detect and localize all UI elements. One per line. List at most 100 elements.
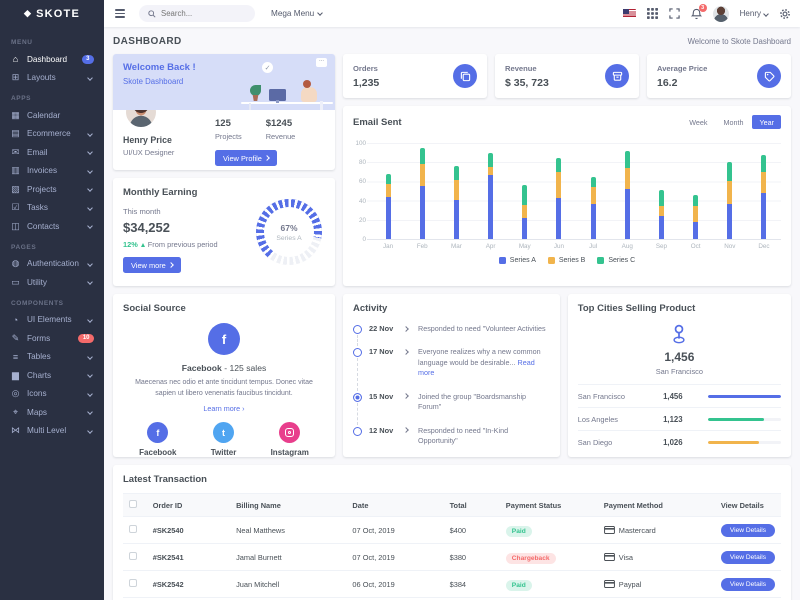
x-tick-label: Jun — [553, 243, 565, 250]
sidebar-item-forms[interactable]: ✎ Forms 10 — [0, 329, 104, 348]
bar-segment-series-a — [590, 204, 596, 239]
city-progress-bar — [707, 394, 781, 398]
top-city-value: 1,456 — [664, 350, 695, 364]
sidebar-item-tasks[interactable]: ☑ Tasks — [0, 199, 104, 218]
bar-segment-series-b — [453, 180, 459, 200]
chevron-down-icon — [87, 279, 93, 286]
chart-column — [508, 143, 542, 239]
activity-item: 15 Nov Joined the group "Boardsmanship F… — [353, 392, 550, 426]
search-input[interactable] — [161, 9, 241, 18]
sidebar-item-icons[interactable]: ◎ Icons — [0, 385, 104, 404]
bar-segment-series-a — [727, 204, 733, 239]
chevron-down-icon — [87, 149, 93, 156]
social-item-facebook[interactable]: f Facebook 125 sales — [139, 422, 177, 457]
sidebar-item-maps[interactable]: ⌖ Maps — [0, 403, 104, 422]
bar-segment-series-c — [488, 152, 494, 168]
sidebar-item-invoices[interactable]: ▥ Invoices — [0, 162, 104, 181]
apps-grid-icon[interactable] — [646, 8, 658, 19]
chevron-down-icon — [87, 427, 93, 434]
tag-icon — [757, 64, 781, 88]
sidebar-item-contacts[interactable]: ◫ Contacts — [0, 217, 104, 236]
view-profile-button[interactable]: View Profile — [215, 150, 277, 166]
bar-segment-series-a — [761, 192, 767, 239]
y-tick-label: 20 — [358, 216, 366, 224]
bar-segment-series-b — [488, 167, 494, 175]
language-flag-us[interactable] — [622, 9, 636, 18]
bar-segment-series-a — [693, 221, 699, 239]
twitter-icon: t — [213, 422, 235, 443]
average-price-stat-card: Average Price 16.2 — [647, 54, 791, 98]
arrow-right-icon — [264, 155, 270, 161]
sidebar-item-email[interactable]: ✉ Email — [0, 143, 104, 162]
bar-segment-series-b — [693, 206, 699, 222]
icons-icon: ◎ — [11, 388, 20, 399]
bar-segment-series-c — [727, 162, 733, 182]
search-box[interactable] — [139, 5, 255, 22]
arrow-up-icon — [140, 242, 145, 247]
view-details-button[interactable]: View Details — [720, 523, 775, 537]
sidebar-item-utility[interactable]: ▭ Utility — [0, 273, 104, 292]
sidebar-item-multi-level[interactable]: ⋈ Multi Level — [0, 422, 104, 441]
chevron-down-icon — [317, 10, 324, 16]
row-checkbox[interactable] — [129, 525, 137, 533]
chart-column — [747, 143, 781, 239]
view-details-button[interactable]: View Details — [720, 550, 775, 564]
projects-stat: 125 Projects — [215, 118, 242, 141]
monthly-earning-card: Monthly Earning This month $34,252 12% F… — [113, 178, 335, 286]
view-details-button[interactable]: View Details — [720, 577, 775, 591]
select-all-checkbox[interactable] — [129, 500, 137, 508]
brand-logo-icon: ◆ — [23, 8, 33, 18]
sidebar-section-menu: MENU — [11, 39, 33, 46]
status-badge: Paid — [505, 579, 532, 591]
x-tick-label: Nov — [724, 243, 736, 250]
mega-menu-button[interactable]: Mega Menu — [271, 9, 324, 18]
row-checkbox[interactable] — [129, 552, 137, 560]
sidebar-item-projects[interactable]: ▧ Projects — [0, 180, 104, 199]
sidebar-item-charts[interactable]: ▆ Charts — [0, 366, 104, 385]
table-row: #SK2542 Juan Mitchell 06 Oct, 2019 $384 … — [123, 570, 781, 598]
y-tick-label: 80 — [358, 159, 366, 167]
bar-segment-series-b — [727, 181, 733, 205]
filter-month-button[interactable]: Month — [716, 115, 750, 129]
activity-card: Activity 22 Nov Responded to need "Volun… — [343, 294, 560, 457]
sidebar-item-dashboard[interactable]: ⌂ Dashboard 3 — [0, 50, 104, 69]
bar-segment-series-c — [522, 185, 528, 206]
social-item-twitter[interactable]: t Twitter 112 sales — [209, 422, 238, 457]
pencil-icon: ✎ — [11, 332, 20, 343]
learn-more-link[interactable]: Learn more › — [203, 404, 245, 413]
menu-toggle-icon[interactable] — [113, 7, 127, 19]
read-more-link[interactable]: Read more — [418, 357, 535, 378]
share-icon: ⋈ — [11, 425, 20, 436]
sidebar-item-layouts[interactable]: ⊞ Layouts — [0, 69, 104, 88]
bar-segment-series-c — [453, 166, 459, 181]
row-checkbox[interactable] — [129, 579, 137, 587]
view-more-button[interactable]: View more — [123, 257, 181, 273]
dashboard-badge: 3 — [81, 54, 94, 64]
chart-column — [576, 143, 610, 239]
sidebar-item-ui-elements[interactable]: ◔ UI Elements — [0, 311, 104, 330]
brand-logo[interactable]: ◆ SKOTE — [0, 0, 104, 27]
fullscreen-icon[interactable] — [668, 8, 680, 19]
breadcrumb-welcome-text: Welcome to Skote Dashboard — [687, 37, 791, 46]
filter-year-button[interactable]: Year — [752, 115, 781, 129]
sidebar-item-authentication[interactable]: ◍ Authentication — [0, 255, 104, 274]
bar-segment-series-a — [556, 197, 562, 239]
chart-legend: Series A Series B Series C — [353, 257, 781, 264]
x-tick-label: May — [518, 243, 531, 250]
envelope-icon: ✉ — [11, 146, 20, 157]
settings-gear-icon[interactable] — [779, 8, 791, 20]
user-avatar[interactable] — [712, 5, 729, 22]
sidebar-item-tables[interactable]: ≡ Tables — [0, 348, 104, 367]
notifications-bell-icon[interactable]: 3 — [690, 3, 707, 20]
monitor-illustration — [269, 89, 286, 101]
user-lock-icon: ◍ — [11, 258, 20, 269]
sidebar-item-calendar[interactable]: ▦ Calendar — [11, 109, 61, 120]
filter-week-button[interactable]: Week — [682, 115, 714, 129]
arrow-right-icon — [403, 349, 409, 355]
chevron-down-icon — [87, 353, 93, 360]
sidebar-item-ecommerce[interactable]: ▤ Ecommerce — [0, 125, 104, 144]
card-title: Latest Transaction — [123, 474, 207, 485]
social-item-instagram[interactable]: Instagram 104 sales — [271, 422, 309, 457]
user-menu[interactable]: Henry — [740, 9, 769, 18]
status-badge: Paid — [505, 525, 532, 537]
